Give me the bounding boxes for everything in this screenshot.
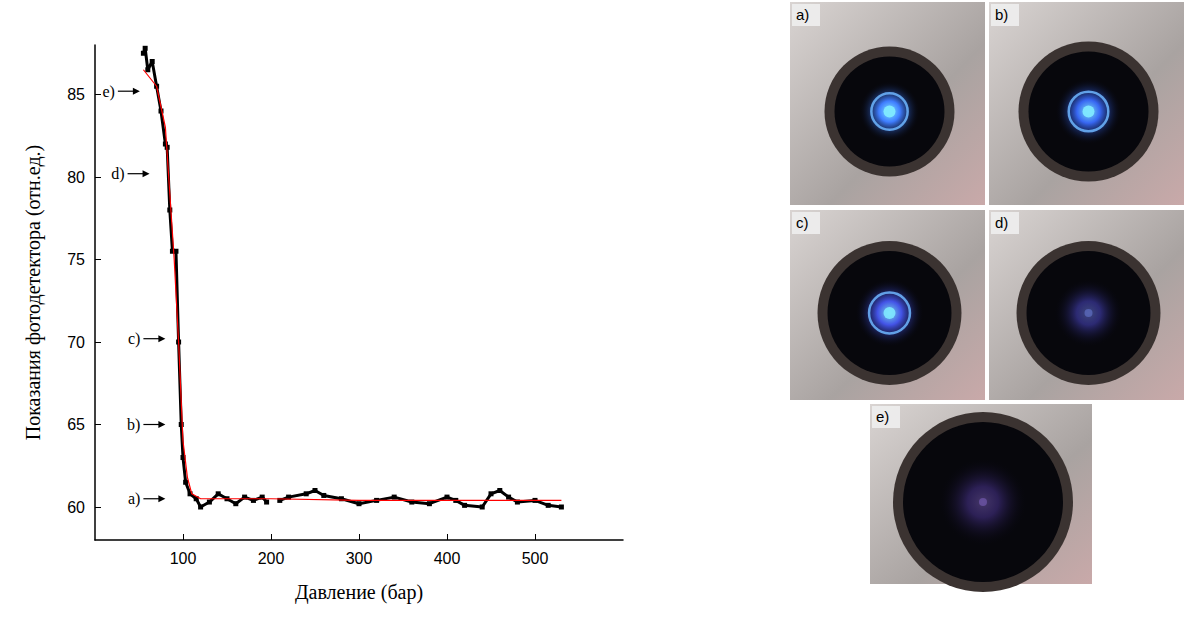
svg-text:400: 400 xyxy=(434,550,461,567)
svg-text:300: 300 xyxy=(346,550,373,567)
svg-text:c): c) xyxy=(796,214,809,231)
svg-text:70: 70 xyxy=(67,334,85,351)
svg-text:85: 85 xyxy=(67,86,85,103)
svg-text:b): b) xyxy=(127,416,140,434)
svg-text:b): b) xyxy=(995,6,1008,23)
svg-text:80: 80 xyxy=(67,169,85,186)
svg-text:a): a) xyxy=(796,6,809,23)
svg-text:d): d) xyxy=(111,165,124,183)
svg-text:500: 500 xyxy=(522,550,549,567)
svg-text:65: 65 xyxy=(67,416,85,433)
svg-text:60: 60 xyxy=(67,499,85,516)
svg-text:d): d) xyxy=(995,214,1008,231)
svg-text:100: 100 xyxy=(170,550,197,567)
svg-text:200: 200 xyxy=(258,550,285,567)
svg-text:c): c) xyxy=(128,330,140,348)
svg-text:e): e) xyxy=(102,83,114,101)
svg-text:Давление (бар): Давление (бар) xyxy=(295,581,423,604)
svg-text:a): a) xyxy=(128,490,140,508)
svg-text:Показания фотодетектора (отн.е: Показания фотодетектора (отн.ед.) xyxy=(22,145,45,440)
svg-text:75: 75 xyxy=(67,251,85,268)
svg-text:e): e) xyxy=(876,408,889,425)
